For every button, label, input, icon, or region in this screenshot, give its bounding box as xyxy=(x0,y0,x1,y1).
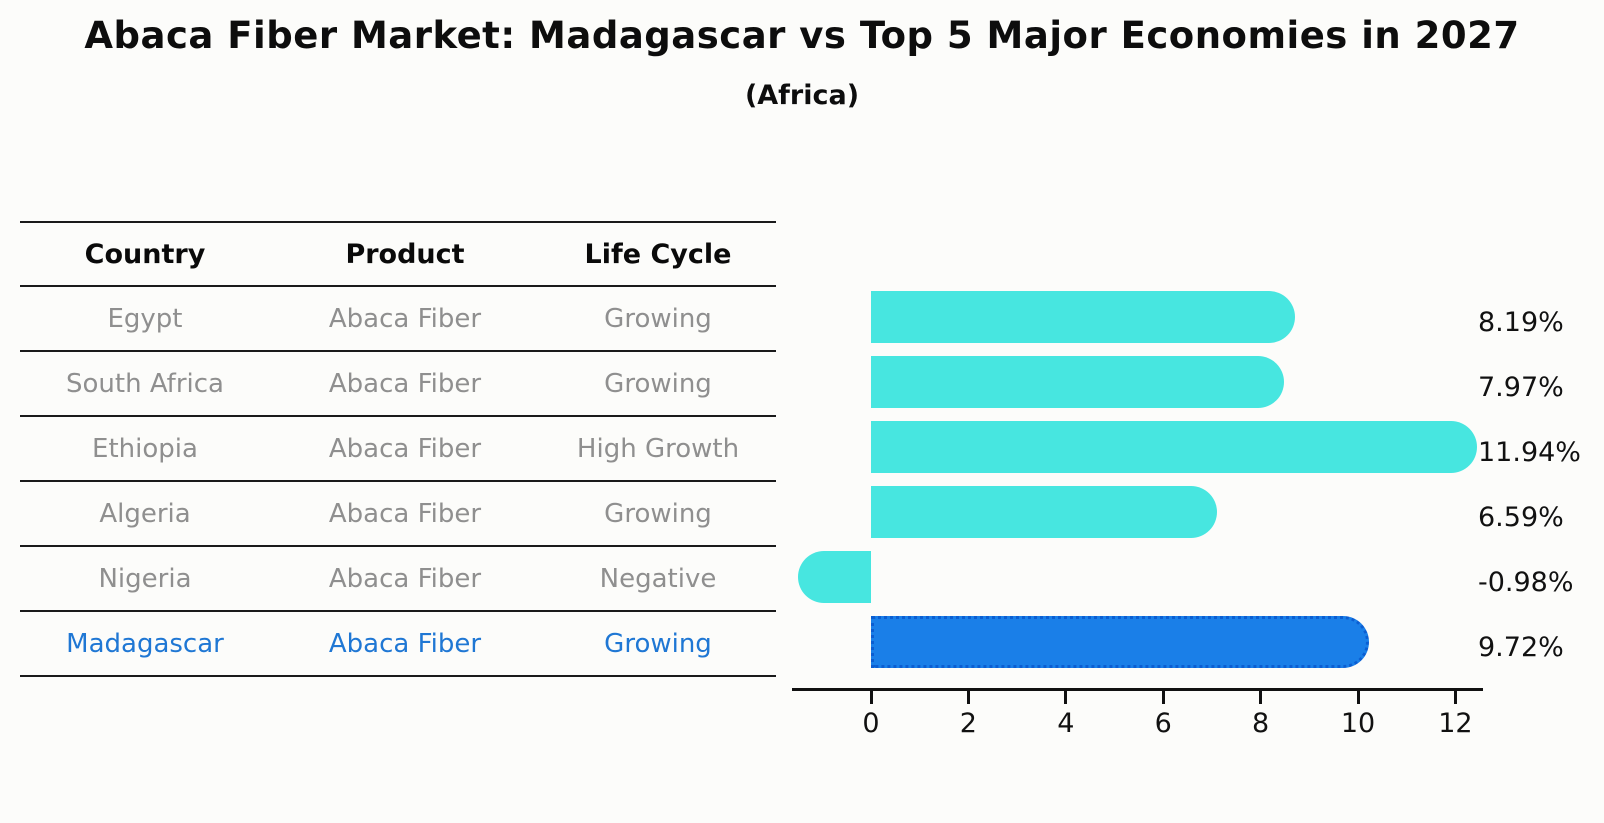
cell-life-cycle: Growing xyxy=(604,628,712,659)
cell-product: Abaca Fiber xyxy=(328,498,482,529)
table-row: Egypt Abaca Fiber Growing xyxy=(20,287,776,352)
cell-life-cycle: Growing xyxy=(604,303,712,334)
table-row: Madagascar Abaca Fiber Growing xyxy=(20,612,776,677)
x-axis-tick xyxy=(966,691,970,704)
x-axis-tick-label: 0 xyxy=(862,708,880,739)
page-subtitle: (Africa) xyxy=(744,80,860,111)
x-axis-tick-label: 2 xyxy=(959,708,977,739)
bar-madagascar xyxy=(871,616,1370,668)
cell-country: Algeria xyxy=(99,498,191,529)
cell-life-cycle: Growing xyxy=(604,368,712,399)
value-label: 7.97% xyxy=(1478,372,1564,403)
cell-product: Abaca Fiber xyxy=(328,368,482,399)
header-cell-life-cycle: Life Cycle xyxy=(584,238,732,270)
page-title: Abaca Fiber Market: Madagascar vs Top 5 … xyxy=(84,14,1520,57)
header-cell-product: Product xyxy=(345,238,465,270)
header-cell-country: Country xyxy=(84,238,206,270)
x-axis-tick xyxy=(1259,691,1263,704)
x-axis-tick xyxy=(1064,691,1068,704)
cell-country: South Africa xyxy=(66,368,224,399)
table-row: Ethiopia Abaca Fiber High Growth xyxy=(20,417,776,482)
cell-life-cycle: Negative xyxy=(599,563,717,594)
table-body: Egypt Abaca Fiber Growing South Africa Abaca… xyxy=(20,287,776,677)
bar-ethiopia xyxy=(871,421,1478,473)
x-axis-tick xyxy=(1356,691,1360,704)
cell-country: Madagascar xyxy=(66,628,224,659)
x-axis-tick-label: 6 xyxy=(1154,708,1172,739)
cell-life-cycle: High Growth xyxy=(576,433,740,464)
x-axis-line xyxy=(792,688,1483,691)
value-label: 8.19% xyxy=(1478,307,1564,338)
table-row: Nigeria Abaca Fiber Negative xyxy=(20,547,776,612)
cell-life-cycle: Growing xyxy=(604,498,712,529)
cell-product: Abaca Fiber xyxy=(328,433,482,464)
x-axis-tick-label: 4 xyxy=(1057,708,1075,739)
x-axis-tick xyxy=(1453,691,1457,704)
x-axis-tick-label: 10 xyxy=(1340,708,1376,739)
value-label: 11.94% xyxy=(1478,437,1581,468)
value-label: 9.72% xyxy=(1478,632,1564,663)
value-label: 6.59% xyxy=(1478,502,1564,533)
table-row: South Africa Abaca Fiber Growing xyxy=(20,352,776,417)
x-axis-tick-label: 12 xyxy=(1438,708,1473,739)
bar-nigeria xyxy=(798,551,871,603)
x-axis-tick-label: 8 xyxy=(1252,708,1270,739)
cell-product: Abaca Fiber xyxy=(328,628,482,659)
value-label: -0.98% xyxy=(1478,567,1574,598)
data-table: Country Product Life Cycle Egypt Abaca Fi… xyxy=(20,221,776,677)
bar-algeria xyxy=(871,486,1217,538)
bar-egypt xyxy=(871,291,1295,343)
cell-country: Ethiopia xyxy=(92,433,198,464)
cell-product: Abaca Fiber xyxy=(328,303,482,334)
cell-country: Egypt xyxy=(107,303,183,334)
cell-country: Nigeria xyxy=(98,563,192,594)
table-header-row: Country Product Life Cycle xyxy=(20,223,776,287)
bar-south-africa xyxy=(871,356,1285,408)
table-row: Algeria Abaca Fiber Growing xyxy=(20,482,776,547)
cell-product: Abaca Fiber xyxy=(328,563,482,594)
x-axis-tick xyxy=(1161,691,1165,704)
x-axis-tick xyxy=(869,691,873,704)
